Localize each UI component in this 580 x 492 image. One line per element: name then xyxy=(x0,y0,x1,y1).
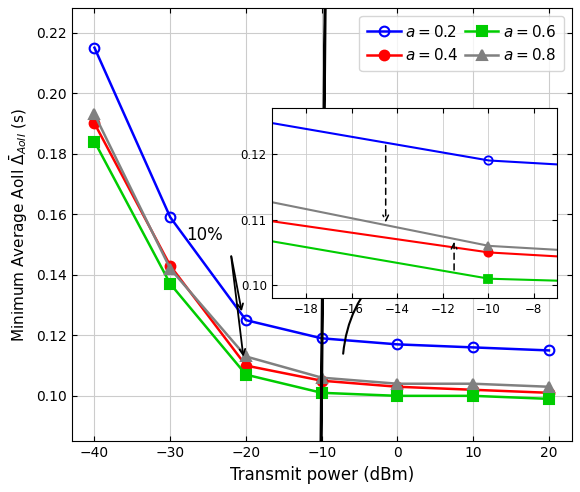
Line: $a = 0.6$: $a = 0.6$ xyxy=(90,137,554,404)
Line: $a = 0.4$: $a = 0.4$ xyxy=(90,119,554,398)
$a = 0.8$ xyxy=(470,381,477,387)
$a = 0.4$ xyxy=(394,384,401,390)
$a = 0.2$ xyxy=(318,336,325,341)
$a = 0.8$ xyxy=(242,354,249,360)
Text: 10%: 10% xyxy=(186,226,223,245)
$a = 0.4$ xyxy=(242,363,249,369)
X-axis label: Transmit power (dBm): Transmit power (dBm) xyxy=(230,465,414,484)
$a = 0.6$ xyxy=(242,371,249,377)
$a = 0.6$ xyxy=(394,393,401,399)
$a = 0.4$ xyxy=(166,263,173,269)
$a = 0.8$ xyxy=(91,111,98,117)
$a = 0.6$ xyxy=(545,396,552,402)
Y-axis label: Minimum Average AoII $\bar{\Delta}_{AoII}$ (s): Minimum Average AoII $\bar{\Delta}_{AoII… xyxy=(8,108,31,342)
$a = 0.8$ xyxy=(394,381,401,387)
Line: $a = 0.8$: $a = 0.8$ xyxy=(90,109,554,392)
$a = 0.8$ xyxy=(318,375,325,381)
$a = 0.6$ xyxy=(91,139,98,145)
$a = 0.6$ xyxy=(166,281,173,287)
$a = 0.2$ xyxy=(545,347,552,353)
$a = 0.6$ xyxy=(470,393,477,399)
$a = 0.8$ xyxy=(545,384,552,390)
$a = 0.2$ xyxy=(470,344,477,350)
Legend: $a = 0.2$, $a = 0.4$, $a = 0.6$, $a = 0.8$: $a = 0.2$, $a = 0.4$, $a = 0.6$, $a = 0.… xyxy=(360,16,564,71)
$a = 0.4$ xyxy=(318,378,325,384)
$a = 0.2$ xyxy=(394,341,401,347)
$a = 0.4$ xyxy=(91,121,98,126)
$a = 0.4$ xyxy=(470,387,477,393)
$a = 0.8$ xyxy=(166,266,173,272)
$a = 0.2$ xyxy=(91,45,98,51)
$a = 0.4$ xyxy=(545,390,552,396)
$a = 0.2$ xyxy=(166,215,173,220)
$a = 0.2$ xyxy=(242,317,249,323)
Line: $a = 0.2$: $a = 0.2$ xyxy=(90,43,554,355)
$a = 0.6$ xyxy=(318,390,325,396)
